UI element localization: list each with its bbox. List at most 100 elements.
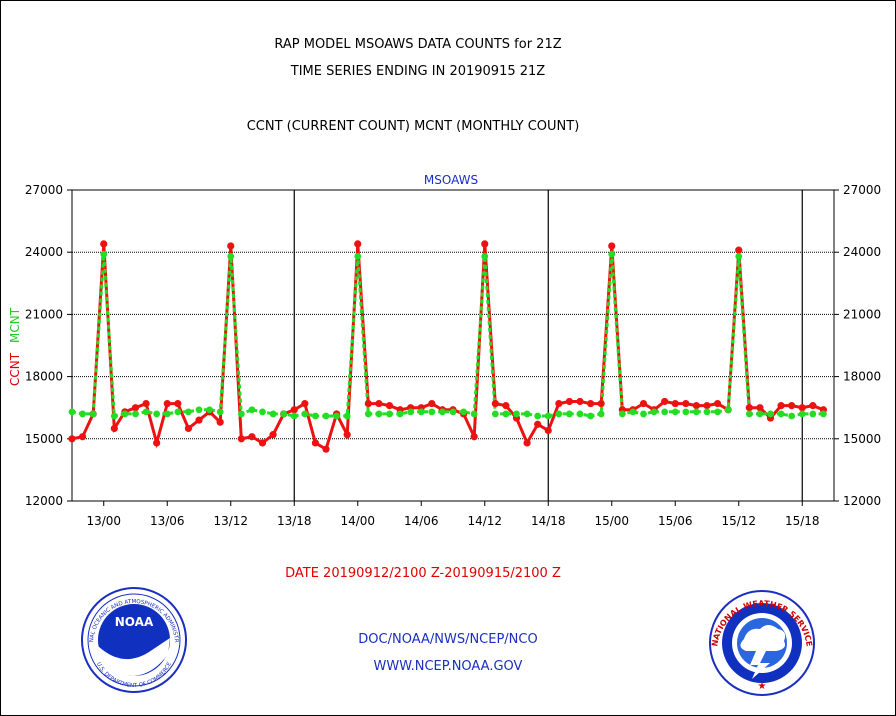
data-point-ccnt xyxy=(301,399,309,408)
data-point-ccnt xyxy=(237,435,245,443)
data-point-mcnt xyxy=(375,410,383,418)
data-point-ccnt xyxy=(703,402,711,410)
data-point-mcnt xyxy=(576,410,584,418)
data-point-ccnt xyxy=(735,246,743,254)
x-tick-label: 15/06 xyxy=(658,514,693,528)
data-point-mcnt xyxy=(650,408,658,416)
y-axis-label-mcnt: MCNT xyxy=(8,307,22,343)
data-point-ccnt xyxy=(671,399,679,408)
data-point-ccnt xyxy=(364,399,372,408)
data-point-ccnt xyxy=(163,399,171,408)
data-point-mcnt xyxy=(163,410,171,418)
data-point-ccnt xyxy=(809,402,817,410)
data-point-ccnt xyxy=(523,439,531,447)
data-point-mcnt xyxy=(248,406,256,414)
x-tick-label: 15/12 xyxy=(721,514,756,528)
data-point-ccnt xyxy=(544,426,552,435)
data-point-ccnt xyxy=(692,402,701,410)
y-tick-label-left: 27000 xyxy=(25,183,63,197)
x-tick-label: 14/06 xyxy=(404,514,439,528)
data-point-ccnt xyxy=(195,416,203,424)
noaa-logo: NOAA NATIONAL OCEANIC AND ATMOSPHERIC AD… xyxy=(81,587,187,693)
grid-lines xyxy=(72,251,834,440)
plot-area-border xyxy=(71,189,835,502)
date-range-label: DATE 20190912/2100 Z-20190915/2100 Z xyxy=(285,566,561,581)
series-line-mcnt xyxy=(71,254,824,418)
data-point-mcnt xyxy=(820,410,827,418)
y-tick-label-right: 15000 xyxy=(843,432,881,446)
data-point-ccnt xyxy=(248,433,256,441)
data-point-mcnt xyxy=(439,408,446,416)
data-point-ccnt xyxy=(184,424,193,433)
y-tick-label-right: 24000 xyxy=(843,245,881,259)
data-point-mcnt xyxy=(343,412,351,420)
data-point-mcnt xyxy=(767,410,774,418)
data-point-ccnt xyxy=(565,397,574,406)
data-point-mcnt xyxy=(745,410,753,418)
y-tick-label-left: 24000 xyxy=(25,245,63,259)
data-point-ccnt xyxy=(290,406,298,414)
data-point-mcnt xyxy=(195,406,203,414)
data-point-mcnt xyxy=(788,412,796,420)
data-point-mcnt xyxy=(523,410,531,418)
data-point-mcnt xyxy=(470,410,478,418)
y-tick-label-left: 18000 xyxy=(25,370,63,384)
data-point-mcnt xyxy=(555,410,563,418)
x-tick-label: 13/06 xyxy=(150,514,185,528)
data-point-mcnt xyxy=(174,408,182,416)
data-point-mcnt xyxy=(756,410,764,418)
data-point-mcnt xyxy=(153,410,161,418)
data-point-mcnt xyxy=(608,250,616,258)
data-point-ccnt xyxy=(131,404,140,412)
svg-text:★: ★ xyxy=(758,681,767,692)
chart-subtitle: TIME SERIES ENDING IN 20190915 21Z xyxy=(290,64,546,79)
data-point-mcnt xyxy=(100,250,108,258)
x-tick-label: 15/00 xyxy=(594,514,629,528)
data-point-ccnt xyxy=(661,397,669,406)
data-point-mcnt xyxy=(682,408,690,416)
x-tick-label: 14/00 xyxy=(340,514,375,528)
data-point-ccnt xyxy=(745,404,753,412)
data-point-ccnt xyxy=(608,242,616,250)
x-tick-label: 13/00 xyxy=(86,514,121,528)
data-point-ccnt xyxy=(491,399,499,408)
data-point-mcnt xyxy=(132,410,139,418)
data-point-ccnt xyxy=(777,402,785,410)
data-point-ccnt xyxy=(586,399,595,408)
x-tick-label: 13/12 xyxy=(213,514,248,528)
data-point-mcnt xyxy=(259,408,266,416)
data-point-ccnt xyxy=(713,399,722,408)
data-point-mcnt xyxy=(714,408,721,416)
data-point-mcnt xyxy=(142,408,150,416)
data-point-mcnt xyxy=(735,252,743,260)
data-point-mcnt xyxy=(491,410,499,418)
y-axis-left: 12000 15000 18000 21000 24000 27000 xyxy=(25,183,72,508)
data-point-mcnt xyxy=(502,410,510,418)
y-tick-label-left: 12000 xyxy=(25,494,63,508)
data-point-ccnt xyxy=(481,240,489,248)
data-point-mcnt xyxy=(566,410,573,418)
credit-organization: DOC/NOAA/NWS/NCEP/NCO xyxy=(358,632,538,647)
data-point-mcnt xyxy=(777,410,785,418)
data-point-ccnt xyxy=(428,399,436,408)
data-point-mcnt xyxy=(396,410,404,418)
data-point-ccnt xyxy=(375,399,383,408)
data-point-mcnt xyxy=(322,412,330,420)
data-point-mcnt xyxy=(206,406,213,414)
data-point-ccnt xyxy=(100,240,108,248)
data-point-ccnt xyxy=(258,439,267,447)
day-divider-lines xyxy=(293,190,803,501)
data-point-mcnt xyxy=(798,410,806,418)
data-point-ccnt xyxy=(153,439,161,447)
data-point-mcnt xyxy=(809,410,817,418)
data-point-ccnt xyxy=(756,404,764,412)
data-point-mcnt xyxy=(597,410,605,418)
data-point-mcnt xyxy=(428,408,436,416)
series-line-ccnt xyxy=(71,243,824,452)
data-point-mcnt xyxy=(301,410,309,418)
data-point-mcnt xyxy=(693,408,700,416)
series-lines xyxy=(71,243,824,452)
y-tick-label-left: 21000 xyxy=(25,307,63,321)
data-point-mcnt xyxy=(89,410,97,418)
x-tick-label: 14/12 xyxy=(467,514,502,528)
